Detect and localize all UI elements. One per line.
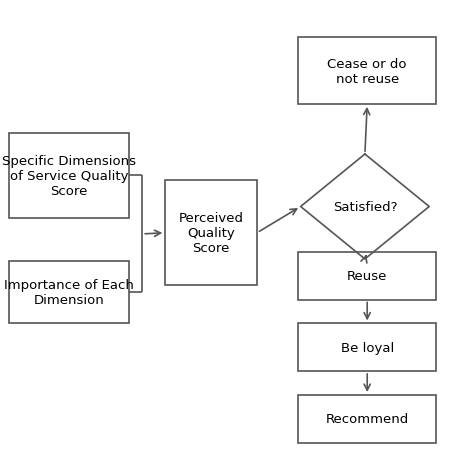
FancyBboxPatch shape [9,133,129,219]
FancyBboxPatch shape [298,324,436,371]
Text: Reuse: Reuse [347,269,387,283]
Text: Specific Dimensions
of Service Quality
Score: Specific Dimensions of Service Quality S… [2,155,136,198]
Text: Recommend: Recommend [325,412,409,426]
Text: Be loyal: Be loyal [341,341,394,354]
Text: Importance of Each
Dimension: Importance of Each Dimension [4,279,134,307]
FancyBboxPatch shape [9,262,129,324]
Text: Cease or do
not reuse: Cease or do not reuse [327,58,407,85]
FancyBboxPatch shape [298,252,436,300]
Polygon shape [301,155,429,259]
FancyBboxPatch shape [298,395,436,443]
FancyBboxPatch shape [165,181,257,286]
Text: Satisfied?: Satisfied? [333,200,397,214]
Text: Perceived
Quality
Score: Perceived Quality Score [179,212,244,255]
FancyBboxPatch shape [298,38,436,105]
